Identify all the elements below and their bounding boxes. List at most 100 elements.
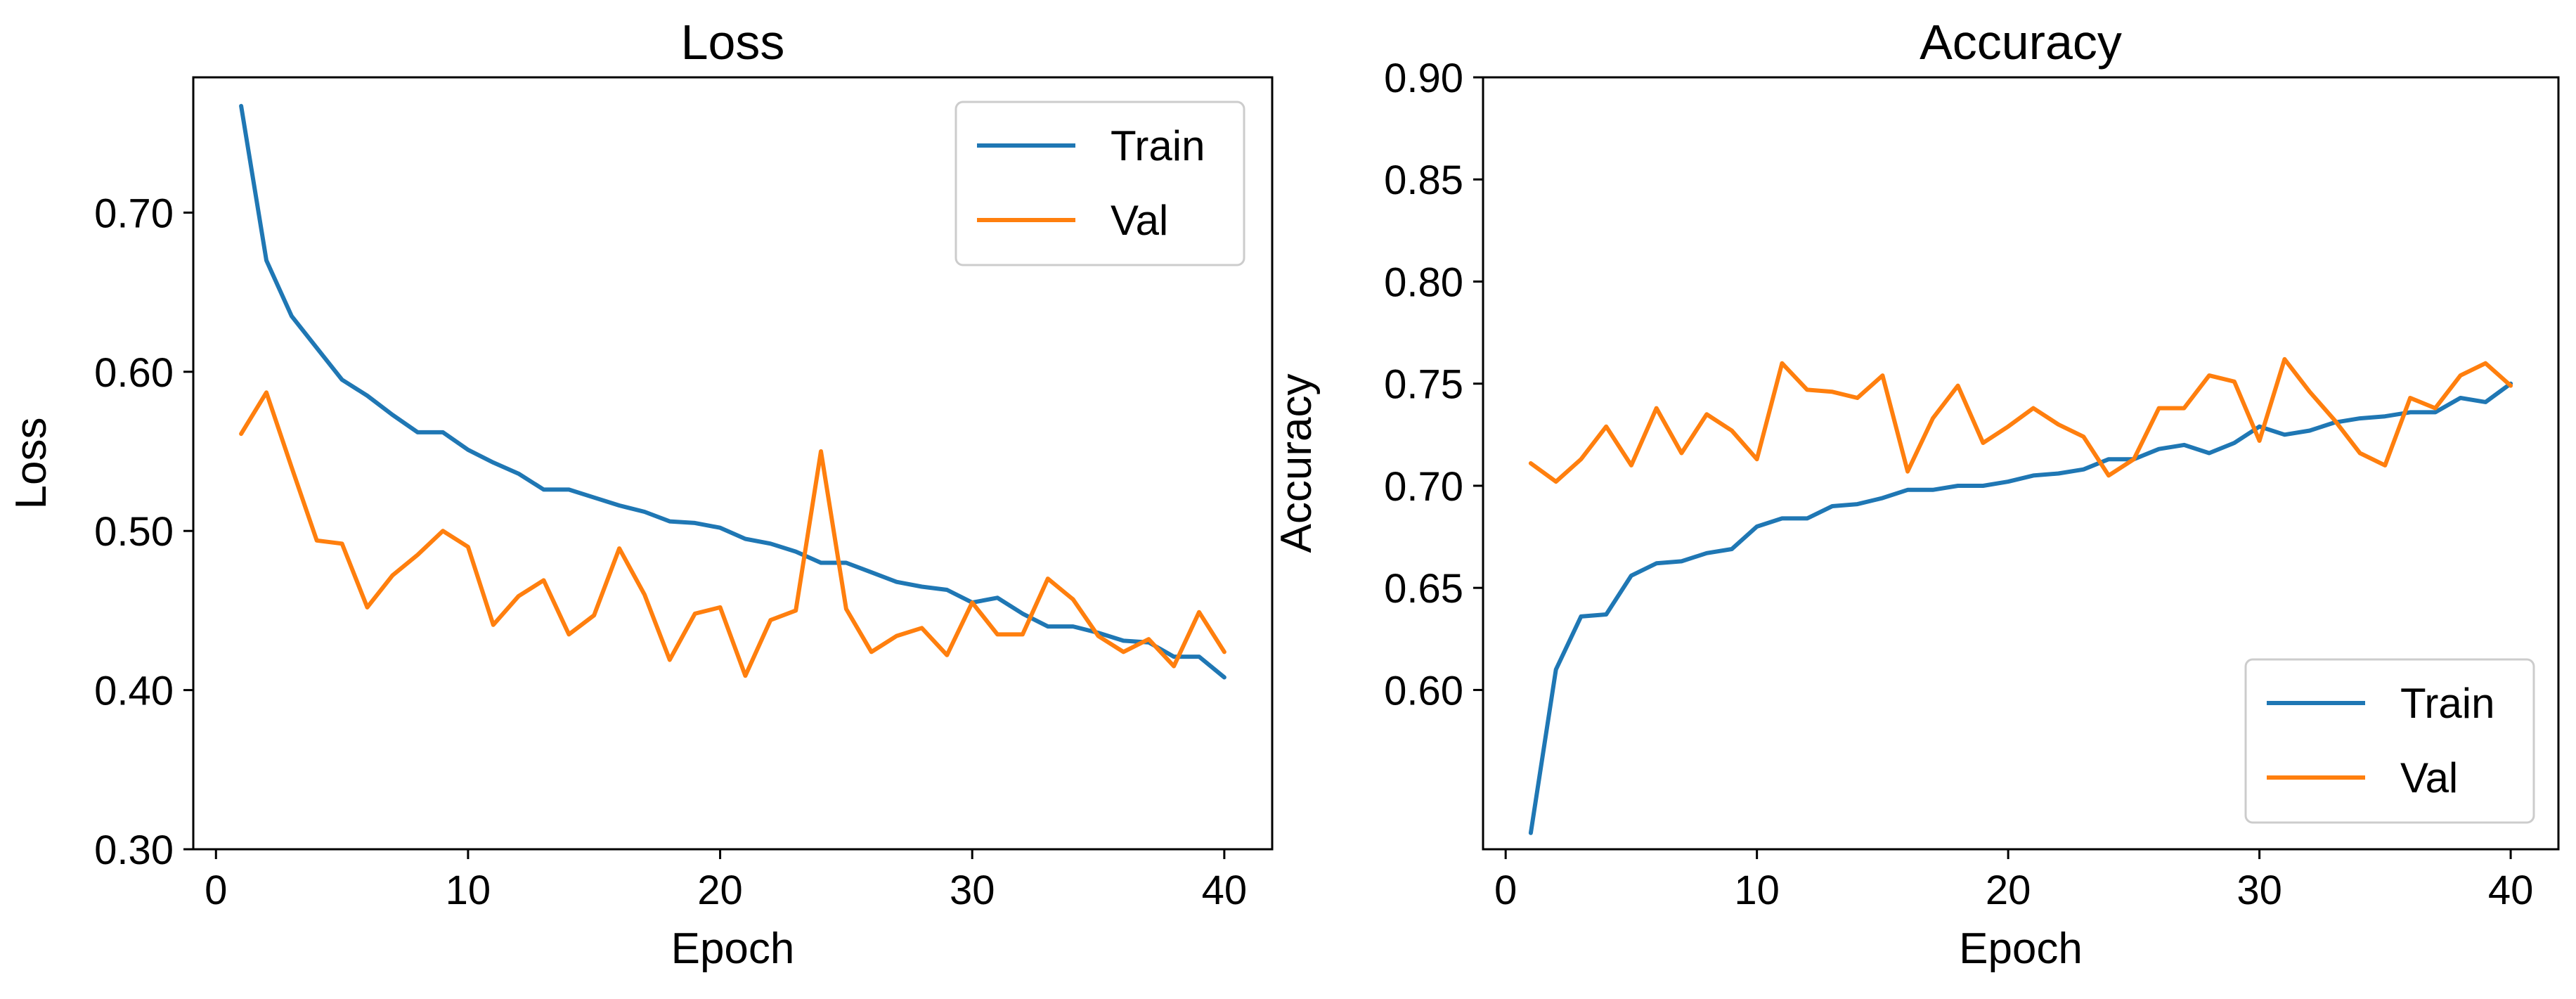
accuracy-x-axis-label: Epoch <box>1959 924 2083 973</box>
accuracy-series-val-point <box>2307 389 2312 394</box>
accuracy-series-train-point <box>1553 666 1559 672</box>
accuracy-series-train-point <box>2382 413 2388 419</box>
accuracy-series-train-point <box>1930 487 1936 493</box>
loss-series-val-point <box>642 592 647 598</box>
loss-series-val-point <box>541 577 547 583</box>
accuracy-series-train-point <box>1830 503 1835 509</box>
loss-series-val-point <box>818 449 824 454</box>
loss-series-val-point <box>718 605 723 610</box>
loss-series-val-point <box>894 633 900 639</box>
loss-series-train-point <box>264 257 269 263</box>
loss-legend-label-train: Train <box>1111 122 1205 169</box>
accuracy-series-train-point <box>1855 501 1860 507</box>
accuracy-series-val-point <box>2483 361 2488 366</box>
loss-series-train-point <box>238 103 244 109</box>
accuracy-x-tick-label: 40 <box>2488 868 2534 913</box>
loss-series-val-point <box>591 612 597 618</box>
loss-series-train-point <box>642 509 647 515</box>
loss-series-train-point <box>1222 674 1227 680</box>
loss-y-axis-label: Loss <box>7 418 56 510</box>
loss-series-train-point <box>314 345 320 351</box>
accuracy-y-tick-label: 0.85 <box>1384 157 1463 203</box>
accuracy-series-val-point <box>1855 395 1860 401</box>
accuracy-series-val-point <box>2357 450 2363 456</box>
accuracy-series-train-point <box>2483 399 2488 405</box>
loss-series-val-point <box>314 538 320 543</box>
loss-series-train-point <box>1020 611 1025 617</box>
accuracy-series-train-point <box>2106 456 2111 462</box>
loss-series-train-point <box>541 486 547 492</box>
loss-series-val-point <box>1146 636 1151 642</box>
loss-series-train-point <box>692 520 698 526</box>
accuracy-series-train-point <box>1678 558 1684 564</box>
loss-series-train-point <box>389 412 395 418</box>
accuracy-y-tick-label: 0.80 <box>1384 259 1463 305</box>
loss-panel: Loss 0 10 20 30 40 0.30 0.40 0.50 0.60 0.70 Epoch Lo… <box>7 15 1274 973</box>
accuracy-series-val-point <box>2433 406 2438 411</box>
accuracy-series-train-point <box>1980 483 1986 489</box>
loss-series-train-point <box>768 541 773 546</box>
loss-series-train-point <box>742 536 748 542</box>
loss-series-val-point <box>389 573 395 579</box>
loss-series-val-point <box>491 622 496 628</box>
accuracy-series-val-point <box>1553 479 1559 484</box>
loss-series-val-point <box>768 617 773 623</box>
accuracy-series-val-point <box>2005 424 2011 430</box>
accuracy-legend-box <box>2244 658 2535 824</box>
loss-series-val-point <box>742 673 748 678</box>
loss-series-train-point <box>919 584 924 589</box>
accuracy-series-train-point <box>2080 467 2086 472</box>
loss-series-val-point <box>1222 649 1227 655</box>
accuracy-x-tick-label: 10 <box>1734 868 1780 913</box>
loss-series-val-point <box>843 606 849 612</box>
loss-series-train-point <box>289 314 295 319</box>
accuracy-y-tick-label: 0.70 <box>1384 464 1463 510</box>
loss-series-val-point <box>944 652 950 658</box>
accuracy-series-val-point <box>1879 373 1885 378</box>
accuracy-series-train-point <box>1528 830 1534 836</box>
accuracy-series-train-point <box>1905 487 1910 493</box>
accuracy-panel: Accuracy 0 10 20 30 40 0.60 0.65 0.70 0.75 0.80 0.8… <box>1272 15 2560 973</box>
accuracy-series-val-point <box>2407 395 2413 401</box>
accuracy-series-val-point <box>2181 406 2187 411</box>
accuracy-series-val-point <box>1678 450 1684 456</box>
accuracy-x-tick-label: 30 <box>2237 868 2282 913</box>
loss-series-train-point <box>1196 654 1202 659</box>
accuracy-series-val-point <box>2458 373 2464 378</box>
loss-series-val-point <box>289 465 295 470</box>
accuracy-series-train-point <box>1654 560 1659 566</box>
loss-series-val-point <box>1045 576 1051 581</box>
loss-series-val-point <box>339 541 345 546</box>
accuracy-series-val-point <box>1830 389 1835 394</box>
accuracy-series-val-point <box>1930 415 1936 421</box>
loss-series-train-point <box>339 377 345 382</box>
accuracy-series-val-point <box>2206 373 2212 378</box>
accuracy-series-train-point <box>1704 550 1709 556</box>
loss-series-val-point <box>1120 649 1126 655</box>
accuracy-series-train-point <box>2056 471 2062 477</box>
loss-legend: Train Val <box>954 101 1245 266</box>
accuracy-series-val-point <box>2232 379 2237 385</box>
accuracy-series-train-point <box>1754 524 1760 529</box>
loss-series-val-point <box>465 544 471 550</box>
loss-series-val-point <box>1096 633 1101 639</box>
loss-x-tick-label: 0 <box>205 868 227 913</box>
accuracy-legend-label-train: Train <box>2400 680 2494 727</box>
loss-series-train-point <box>616 503 622 508</box>
accuracy-series-train-point <box>1578 614 1584 619</box>
accuracy-series-train-point <box>2005 479 2011 484</box>
accuracy-series-train-point <box>2031 472 2036 478</box>
loss-series-train-point <box>440 430 446 435</box>
loss-series-train-point <box>566 486 571 492</box>
loss-series-val-line <box>239 390 1226 678</box>
loss-series-val-point <box>1070 597 1076 602</box>
loss-series-train-point <box>1120 638 1126 643</box>
loss-series-val-point <box>667 657 673 663</box>
accuracy-series-val-point <box>2382 463 2388 468</box>
loss-series-train-point <box>667 519 673 524</box>
loss-series-train-point <box>818 560 824 565</box>
accuracy-series-val-point <box>1704 411 1709 417</box>
accuracy-y-tick-label: 0.75 <box>1384 362 1463 408</box>
